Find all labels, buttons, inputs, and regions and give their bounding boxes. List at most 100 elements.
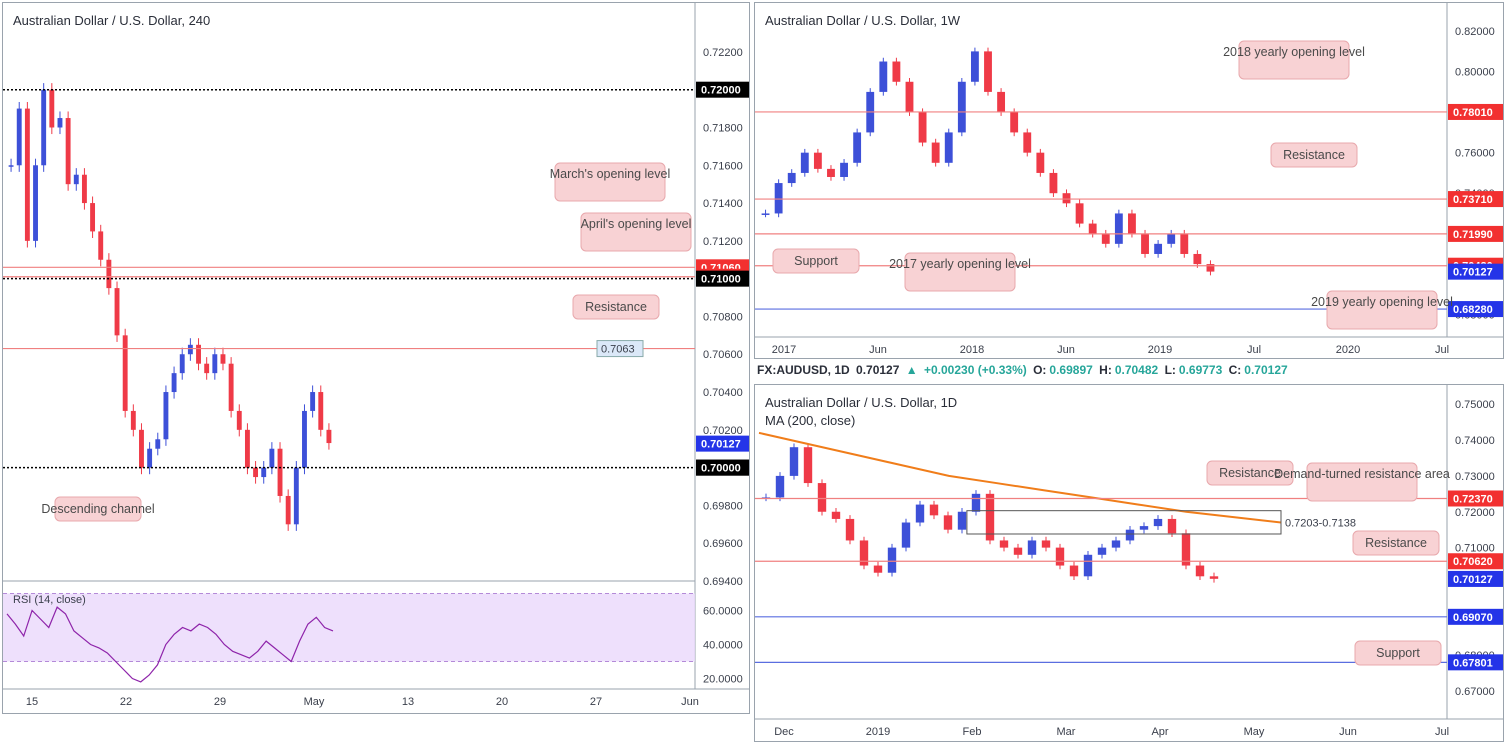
time-tick-label: Jul — [1435, 344, 1449, 356]
candle-body — [1181, 533, 1191, 566]
price-badge-label: 0.70127 — [701, 439, 741, 451]
candle-body — [261, 467, 267, 478]
time-tick-label: Jul — [1247, 344, 1261, 356]
candle-body — [827, 168, 835, 177]
candle-body — [277, 448, 283, 496]
ma200-line — [758, 431, 1282, 524]
candle-body — [220, 354, 226, 364]
candle-body — [1209, 576, 1219, 579]
candle-body — [817, 483, 827, 512]
rsi-label: RSI (14, close) — [13, 594, 86, 606]
candle-body — [171, 373, 177, 393]
candle-body — [1114, 213, 1123, 244]
candle-body — [1139, 526, 1149, 530]
time-tick-label: 2018 — [960, 344, 984, 356]
time-tick-label: Feb — [963, 726, 982, 738]
time-tick-label: Jul — [1435, 726, 1449, 738]
candle-body — [90, 203, 96, 232]
annotation-text: Support — [1376, 646, 1420, 660]
candle-body — [1010, 112, 1019, 133]
weekly-chart-svg[interactable]: Australian Dollar / U.S. Dollar, 1W 0.820… — [755, 3, 1504, 359]
time-tick-label: 2019 — [866, 726, 890, 738]
candle-body — [98, 231, 104, 260]
h4-chart-svg[interactable]: Australian Dollar / U.S. Dollar, 240 0.72… — [3, 3, 750, 714]
price-badge — [1448, 490, 1503, 507]
candle-body — [774, 183, 783, 214]
time-tick-label: May — [304, 696, 325, 708]
weekly-chart-panel[interactable]: Australian Dollar / U.S. Dollar, 1W 0.820… — [754, 2, 1504, 359]
candle-body — [187, 344, 193, 355]
h4-chart-panel[interactable]: Australian Dollar / U.S. Dollar, 240 0.72… — [2, 2, 750, 714]
last-price: 0.70127 — [856, 363, 900, 377]
candle-body — [971, 493, 981, 512]
candle-body — [800, 152, 809, 173]
close-value: 0.70127 — [1244, 363, 1288, 377]
annotation-text: April's opening level — [581, 217, 692, 231]
time-tick-label: 2020 — [1336, 344, 1360, 356]
candle-body — [269, 448, 275, 468]
price-tick-label: 0.69800 — [703, 500, 743, 512]
price-badge-label: 0.70127 — [1453, 574, 1493, 586]
time-tick-label: 29 — [214, 696, 226, 708]
price-badge-label: 0.71990 — [1453, 229, 1493, 241]
candle-body — [244, 429, 250, 468]
time-tick-label: Mar — [1057, 726, 1076, 738]
price-tick-label: 0.69600 — [703, 538, 743, 550]
annotation-callout — [772, 248, 860, 274]
candle-body — [1101, 233, 1110, 244]
price-badge-label: 0.73710 — [1453, 194, 1493, 206]
candle-body — [16, 108, 22, 166]
candle-body — [1128, 213, 1136, 234]
candle-body — [813, 152, 822, 169]
rsi-line — [6, 606, 334, 683]
time-tick-label: 2017 — [772, 344, 796, 356]
high-value: 0.70482 — [1114, 363, 1159, 377]
low-value: 0.69773 — [1178, 363, 1223, 377]
candle-body — [236, 410, 242, 430]
candle-body — [984, 51, 992, 92]
annotation-text: Descending channel — [41, 502, 154, 516]
daily-chart-svg[interactable]: Australian Dollar / U.S. Dollar, 1D MA (2… — [755, 385, 1504, 742]
candle-body — [957, 511, 967, 530]
annotation-callout — [1238, 40, 1350, 80]
close-label: C: — [1228, 363, 1242, 377]
demand-resistance-zone — [966, 510, 1282, 535]
annotation-callout — [1306, 462, 1418, 502]
daily-chart-panel[interactable]: Australian Dollar / U.S. Dollar, 1D MA (2… — [754, 384, 1504, 742]
candle-body — [879, 61, 888, 92]
candle-body — [114, 288, 120, 336]
candle-body — [49, 89, 55, 128]
candle-body — [1023, 132, 1032, 153]
time-tick-label: 27 — [590, 696, 602, 708]
price-badge — [1448, 570, 1503, 587]
price-badge — [696, 81, 749, 98]
annotation-text: 2017 yearly opening level — [889, 257, 1031, 271]
candle-body — [1069, 565, 1079, 577]
candle-body — [41, 89, 47, 166]
candle-body — [918, 112, 927, 143]
candle-body — [915, 504, 925, 523]
candle-body — [73, 174, 79, 185]
price-badge — [1448, 553, 1503, 570]
candle-body — [204, 363, 210, 374]
annotation-callout — [904, 252, 1016, 292]
candle-body — [8, 165, 14, 167]
candle-body — [840, 162, 848, 177]
candle-body — [901, 522, 911, 548]
annotation-callout — [1206, 460, 1294, 486]
candle-body — [997, 91, 1006, 113]
candle-body — [1075, 203, 1084, 224]
time-tick-label: Dec — [774, 726, 794, 738]
candle-body — [130, 410, 136, 430]
price-badge-label: 0.70620 — [1453, 556, 1493, 568]
annotation-text: March's opening level — [550, 167, 671, 181]
annotation-callout — [54, 496, 142, 522]
candle-body — [155, 439, 161, 449]
candle-body — [318, 392, 324, 430]
candle-body — [1195, 565, 1205, 577]
low-label: L: — [1164, 363, 1176, 377]
candle-body — [761, 213, 770, 215]
candle-body — [787, 172, 796, 184]
candle-body — [24, 108, 30, 241]
price-badge — [1448, 263, 1503, 280]
